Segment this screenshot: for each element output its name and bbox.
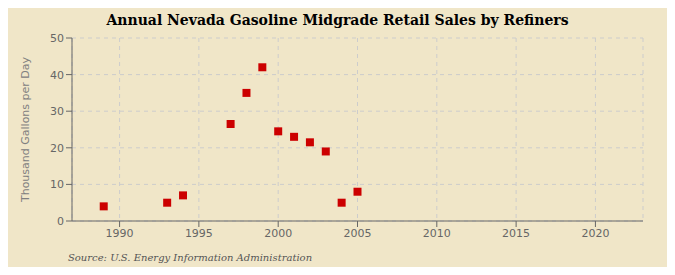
svg-text:2000: 2000	[264, 227, 292, 240]
html-text:Source: U.S. Energy Informatio: Source: U.S. Energy Information Administ…	[68, 252, 313, 263]
svg-text:50: 50	[50, 32, 64, 45]
svg-text:1995: 1995	[185, 227, 213, 240]
svg-text:40: 40	[50, 69, 64, 82]
svg-text:1990: 1990	[106, 227, 134, 240]
svg-text:0: 0	[57, 215, 64, 228]
svg-text:20: 20	[50, 142, 64, 155]
html-text:Annual Nevada Gasoline Midgrad: Annual Nevada Gasoline Midgrade Retail S…	[106, 12, 569, 28]
svg-text:2005: 2005	[344, 227, 372, 240]
svg-text:Thousand Gallons per Day: Thousand Gallons per Day	[19, 56, 32, 203]
svg-text:2010: 2010	[423, 227, 451, 240]
svg-text:10: 10	[50, 178, 64, 191]
svg-text:30: 30	[50, 105, 64, 118]
svg-text:2020: 2020	[581, 227, 609, 240]
svg-text:2015: 2015	[502, 227, 530, 240]
